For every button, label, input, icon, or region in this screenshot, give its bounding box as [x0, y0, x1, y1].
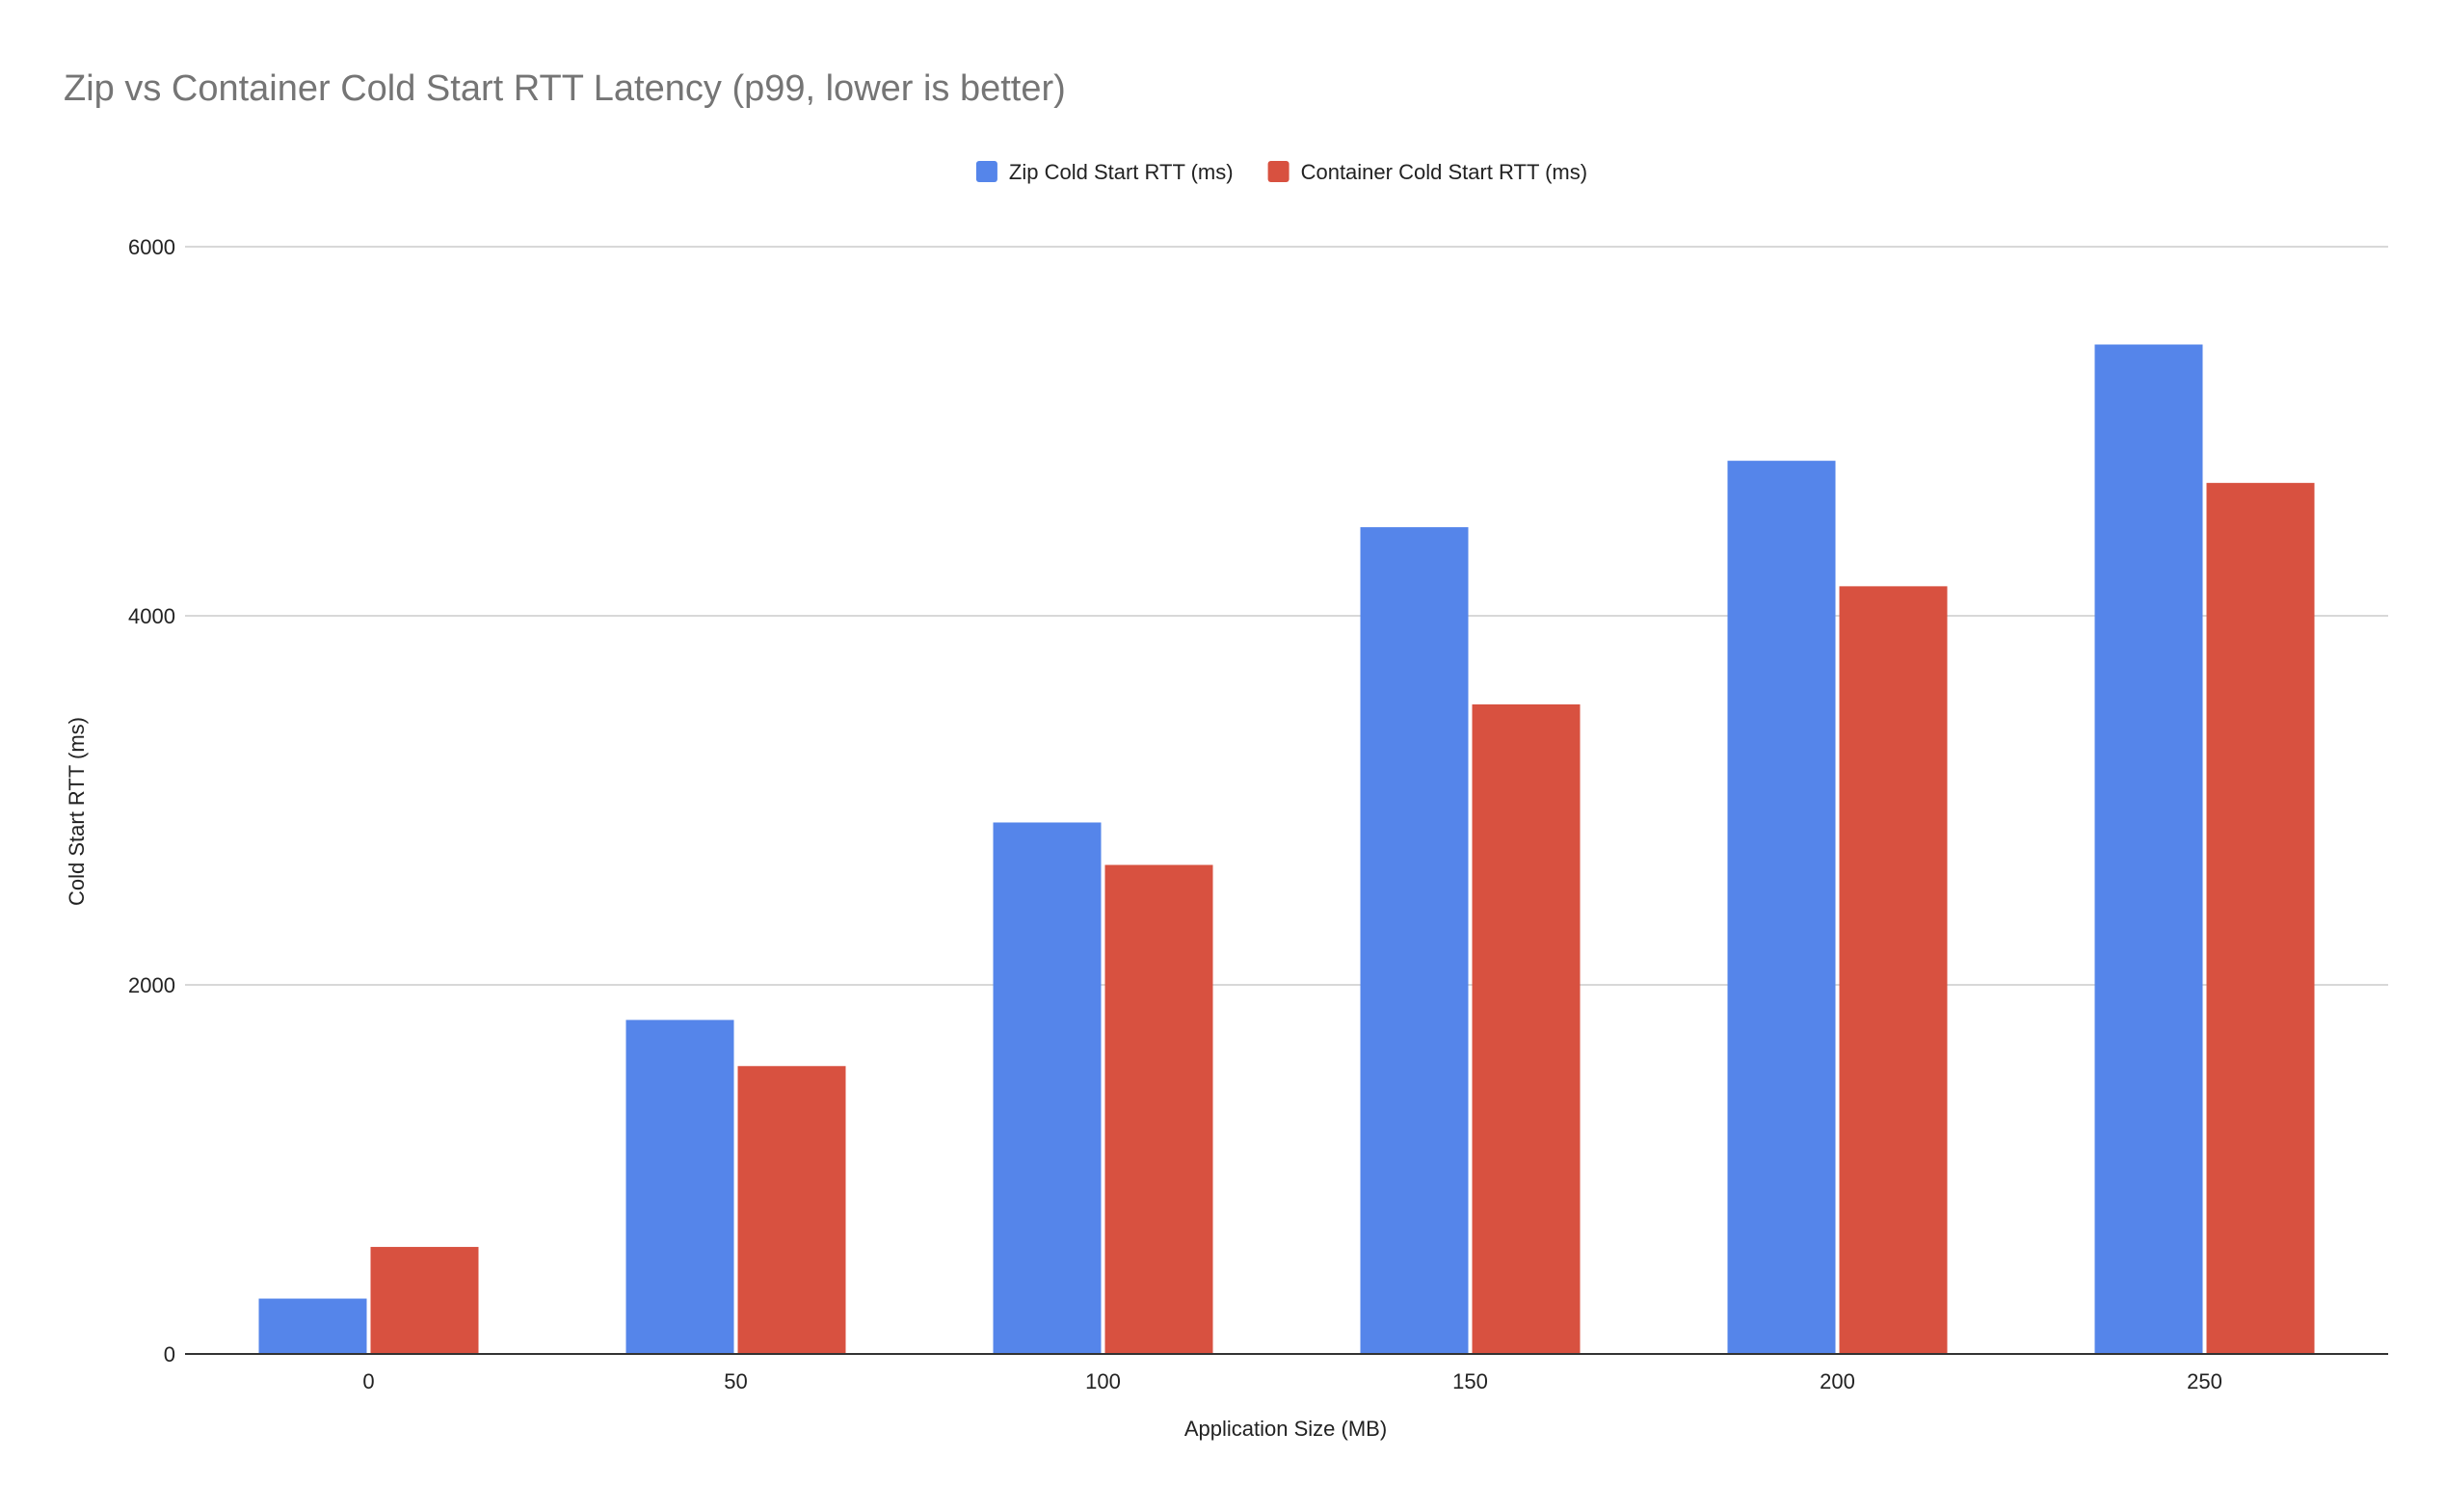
legend-label: Zip Cold Start RTT (ms)	[1009, 160, 1234, 184]
legend-swatch	[975, 161, 997, 182]
legend: Zip Cold Start RTT (ms) Container Cold St…	[975, 160, 1588, 184]
gridlines	[185, 246, 2388, 986]
bar	[2206, 483, 2315, 1354]
bar	[1727, 461, 1836, 1354]
bars	[258, 344, 2315, 1354]
bar	[625, 1020, 734, 1354]
bar	[370, 1246, 479, 1354]
bar	[737, 1066, 846, 1354]
bar	[258, 1298, 367, 1354]
bar	[1839, 586, 1948, 1354]
x-tick-label: 50	[724, 1369, 747, 1393]
bar	[1104, 864, 1213, 1354]
x-tick-label: 150	[1452, 1369, 1488, 1393]
x-tick-label: 200	[1820, 1369, 1855, 1393]
x-tick-label: 100	[1085, 1369, 1121, 1393]
x-axis-title: Application Size (MB)	[1184, 1417, 1387, 1441]
legend-swatch	[1267, 161, 1289, 182]
y-axis-title: Cold Start RTT (ms)	[65, 717, 89, 906]
x-axis-ticks: 0 50 100 150 200 250	[362, 1369, 2221, 1393]
legend-item: Container Cold Start RTT (ms)	[1267, 160, 1588, 184]
y-tick-label: 4000	[128, 604, 175, 628]
bar	[1360, 527, 1469, 1354]
y-tick-label: 6000	[128, 235, 175, 259]
x-tick-label: 0	[362, 1369, 374, 1393]
y-axis-ticks: 0 2000 4000 6000	[128, 235, 175, 1366]
legend-label: Container Cold Start RTT (ms)	[1301, 160, 1588, 184]
bar	[993, 822, 1102, 1354]
bar	[2094, 344, 2203, 1354]
legend-item: Zip Cold Start RTT (ms)	[975, 160, 1234, 184]
chart-title: Zip vs Container Cold Start RTT Latency …	[64, 68, 1066, 109]
bar	[1472, 703, 1581, 1354]
y-tick-label: 2000	[128, 973, 175, 997]
x-tick-label: 250	[2187, 1369, 2222, 1393]
y-tick-label: 0	[164, 1342, 175, 1366]
